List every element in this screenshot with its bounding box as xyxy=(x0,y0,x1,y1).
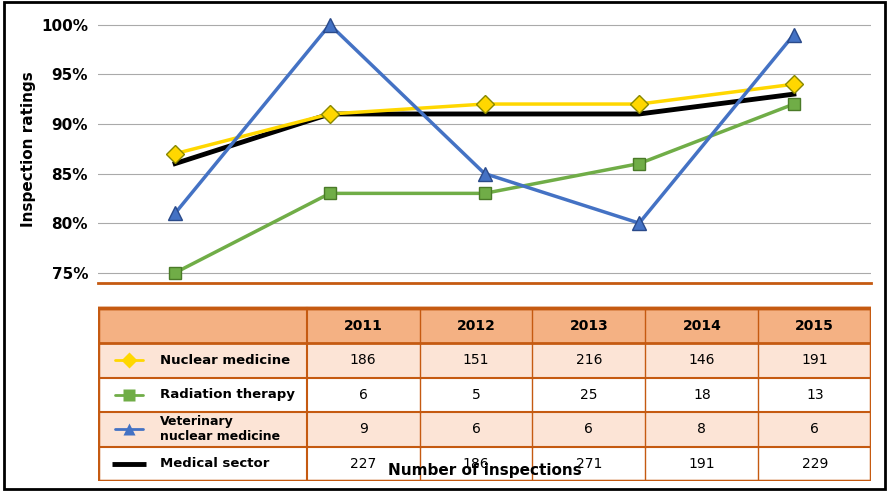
Text: 2011: 2011 xyxy=(344,319,382,333)
Text: 229: 229 xyxy=(802,457,828,471)
Text: Veterinary
nuclear medicine: Veterinary nuclear medicine xyxy=(160,415,280,443)
Text: 186: 186 xyxy=(462,457,489,471)
Text: 227: 227 xyxy=(350,457,376,471)
Text: 146: 146 xyxy=(689,354,715,367)
Text: 2013: 2013 xyxy=(570,319,608,333)
Text: 186: 186 xyxy=(349,354,376,367)
Text: 271: 271 xyxy=(576,457,602,471)
Bar xyxy=(98,308,871,343)
Text: Medical sector: Medical sector xyxy=(160,458,269,470)
Text: 25: 25 xyxy=(581,388,597,402)
Text: 2015: 2015 xyxy=(796,319,834,333)
Text: 6: 6 xyxy=(471,422,480,436)
Text: 151: 151 xyxy=(463,354,489,367)
Text: 13: 13 xyxy=(806,388,823,402)
Text: Nuclear medicine: Nuclear medicine xyxy=(160,354,290,367)
Text: 5: 5 xyxy=(472,388,480,402)
Bar xyxy=(98,308,871,481)
Bar xyxy=(98,412,871,447)
Text: 191: 191 xyxy=(802,354,828,367)
Text: Number of inspections: Number of inspections xyxy=(388,464,581,478)
Text: 6: 6 xyxy=(584,422,593,436)
Text: 6: 6 xyxy=(358,388,367,402)
Text: 191: 191 xyxy=(688,457,715,471)
Text: Radiation therapy: Radiation therapy xyxy=(160,388,294,401)
Y-axis label: Inspection ratings: Inspection ratings xyxy=(20,71,36,226)
Text: 6: 6 xyxy=(810,422,819,436)
Text: 18: 18 xyxy=(693,388,710,402)
Text: 9: 9 xyxy=(358,422,367,436)
Bar xyxy=(98,378,871,412)
Text: 2012: 2012 xyxy=(457,319,495,333)
Bar xyxy=(98,343,871,378)
Text: 216: 216 xyxy=(576,354,602,367)
Bar xyxy=(98,447,871,481)
Text: 8: 8 xyxy=(697,422,706,436)
Text: 2014: 2014 xyxy=(683,319,721,333)
